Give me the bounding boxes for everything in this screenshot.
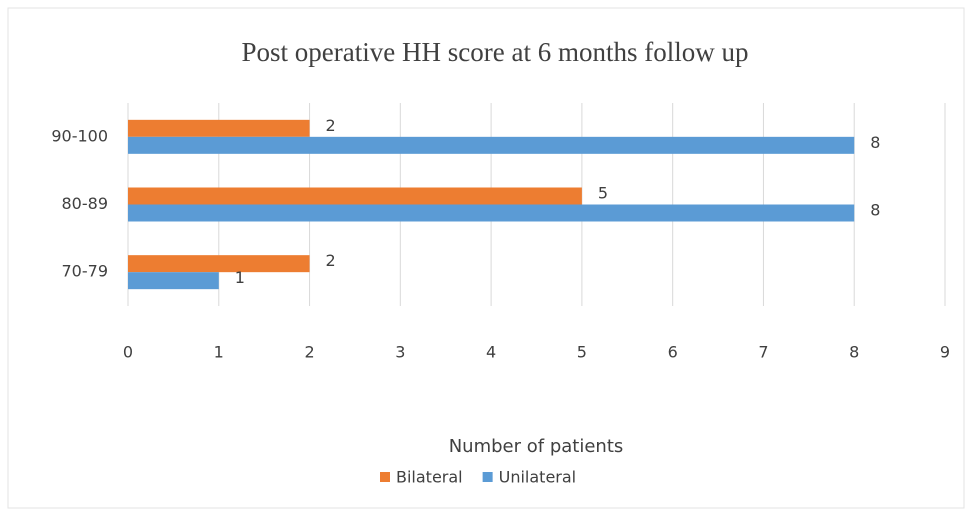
- legend-swatch: [380, 472, 390, 482]
- chart-title: Post operative HH score at 6 months foll…: [242, 37, 749, 67]
- x-tick-label: 0: [123, 343, 133, 362]
- bar: [128, 187, 582, 205]
- bar: [128, 272, 219, 290]
- legend-swatch: [482, 472, 493, 482]
- data-label: 2: [326, 116, 336, 135]
- data-label: 2: [326, 251, 336, 270]
- bar: [128, 255, 310, 273]
- x-tick-label: 9: [940, 343, 950, 362]
- x-tick-label: 2: [304, 343, 314, 362]
- y-tick-label: 80-89: [62, 194, 109, 213]
- y-tick-label: 90-100: [51, 126, 108, 145]
- x-tick-label: 5: [577, 343, 587, 362]
- legend-label: Bilateral: [396, 468, 463, 487]
- x-tick-label: 1: [214, 343, 224, 362]
- x-tick-label: 6: [668, 343, 678, 362]
- x-tick-label: 7: [758, 343, 768, 362]
- x-tick-label: 4: [486, 343, 496, 362]
- data-label: 5: [598, 184, 608, 203]
- x-tick-label: 3: [395, 343, 405, 362]
- bar: [128, 204, 855, 222]
- data-label: 1: [235, 268, 245, 287]
- bar: [128, 119, 310, 137]
- bar: [128, 136, 855, 154]
- legend-label: Unilateral: [499, 468, 577, 487]
- y-tick-label: 70-79: [62, 262, 109, 281]
- x-axis-title: Number of patients: [449, 436, 624, 457]
- data-label: 8: [870, 133, 880, 152]
- x-tick-label: 8: [849, 343, 859, 362]
- data-label: 8: [870, 201, 880, 220]
